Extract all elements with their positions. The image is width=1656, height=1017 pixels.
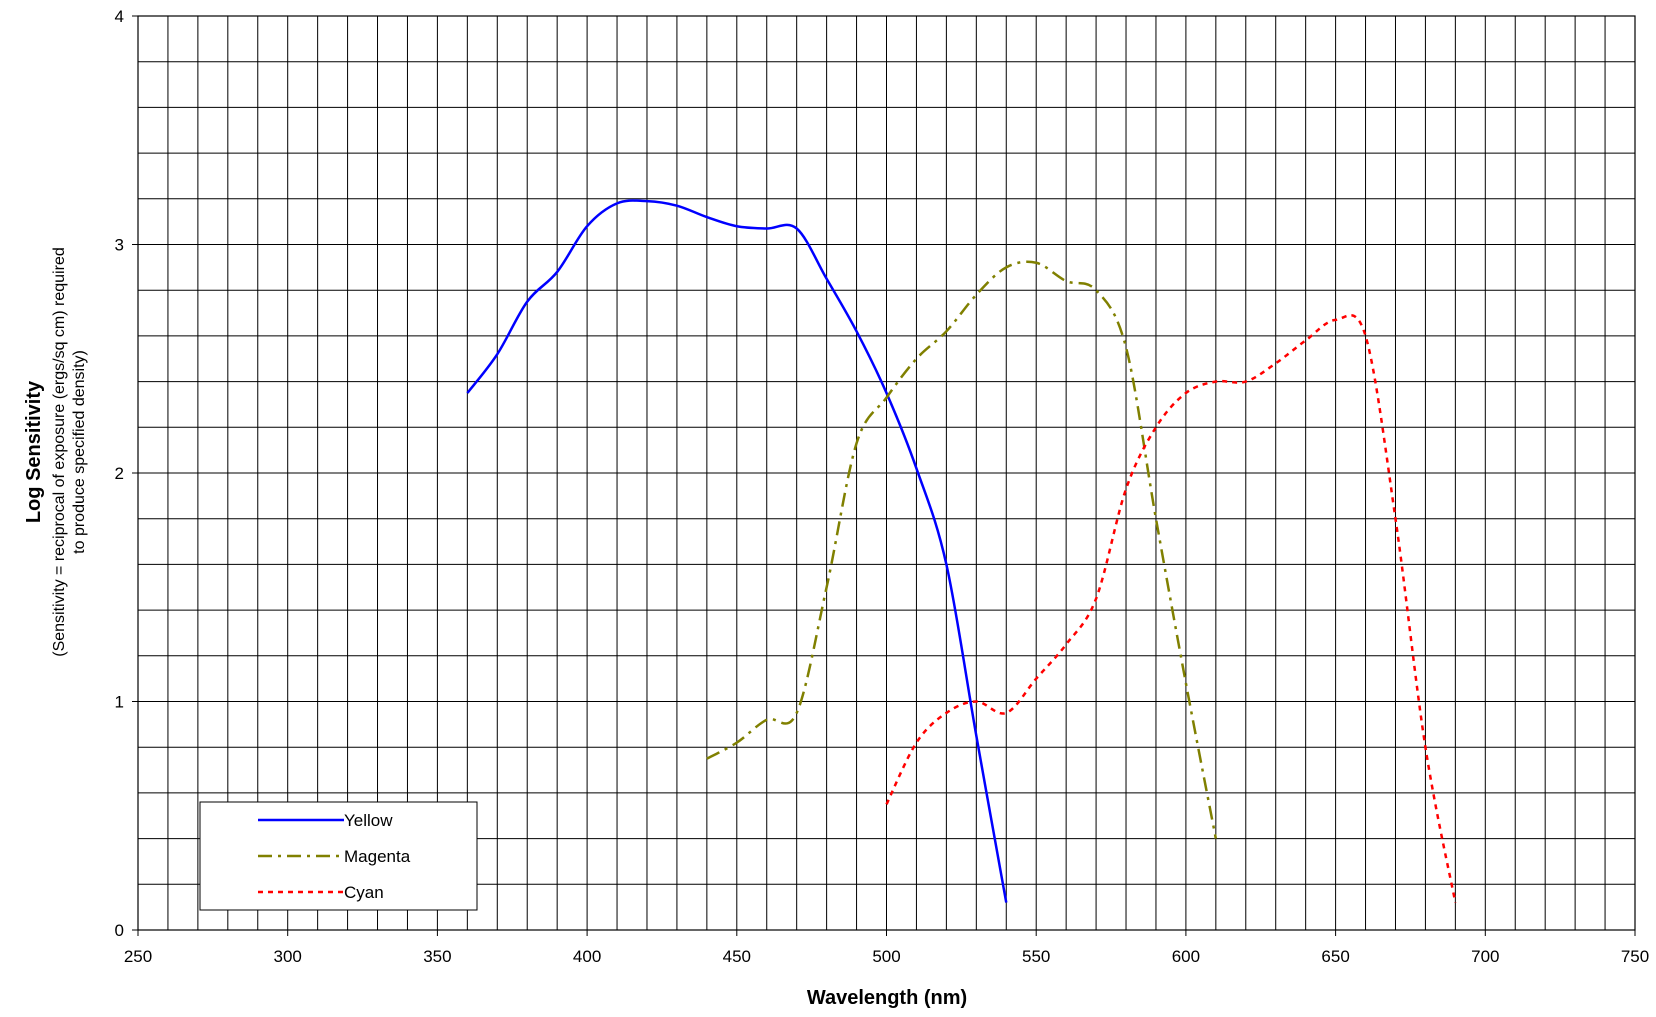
series-lines xyxy=(466,199,1457,903)
y-axis-label-group: Log Sensitivity (Sensitivity = reciproca… xyxy=(23,247,88,657)
y-tick-labels: 0 1 2 3 4 xyxy=(115,7,138,940)
y-tick-label: 0 xyxy=(115,921,124,940)
x-tick-label: 300 xyxy=(274,947,302,966)
x-tick-label: 600 xyxy=(1172,947,1200,966)
legend-label-cyan: Cyan xyxy=(344,883,384,902)
x-tick-label: 400 xyxy=(573,947,601,966)
y-axis-sublabel-line2: to produce specified density) xyxy=(71,350,88,554)
x-tick-label: 550 xyxy=(1022,947,1050,966)
y-tick-label: 3 xyxy=(115,236,124,255)
x-tick-label: 350 xyxy=(423,947,451,966)
grid xyxy=(138,16,1635,930)
x-tick-label: 700 xyxy=(1471,947,1499,966)
x-axis-label: Wavelength (nm) xyxy=(807,987,967,1009)
y-tick-label: 2 xyxy=(115,464,124,483)
y-axis-sublabel-line1: (Sensitivity = reciprocal of exposure (e… xyxy=(51,247,68,657)
series-line-yellow xyxy=(466,199,1008,903)
x-tick-labels: 250 300 350 400 450 500 550 600 650 700 750 xyxy=(124,930,1649,966)
y-tick-label: 4 xyxy=(115,7,124,26)
legend-label-magenta: Magenta xyxy=(344,847,411,866)
x-tick-label: 500 xyxy=(872,947,900,966)
x-tick-label: 250 xyxy=(124,947,152,966)
x-tick-label: 650 xyxy=(1321,947,1349,966)
y-axis-label: Log Sensitivity xyxy=(23,380,45,523)
legend: Yellow Magenta Cyan xyxy=(199,801,478,911)
y-tick-label: 1 xyxy=(115,693,124,712)
series-line-magenta xyxy=(706,260,1218,839)
x-tick-label: 450 xyxy=(723,947,751,966)
legend-label-yellow: Yellow xyxy=(344,811,393,830)
x-tick-label: 750 xyxy=(1621,947,1649,966)
